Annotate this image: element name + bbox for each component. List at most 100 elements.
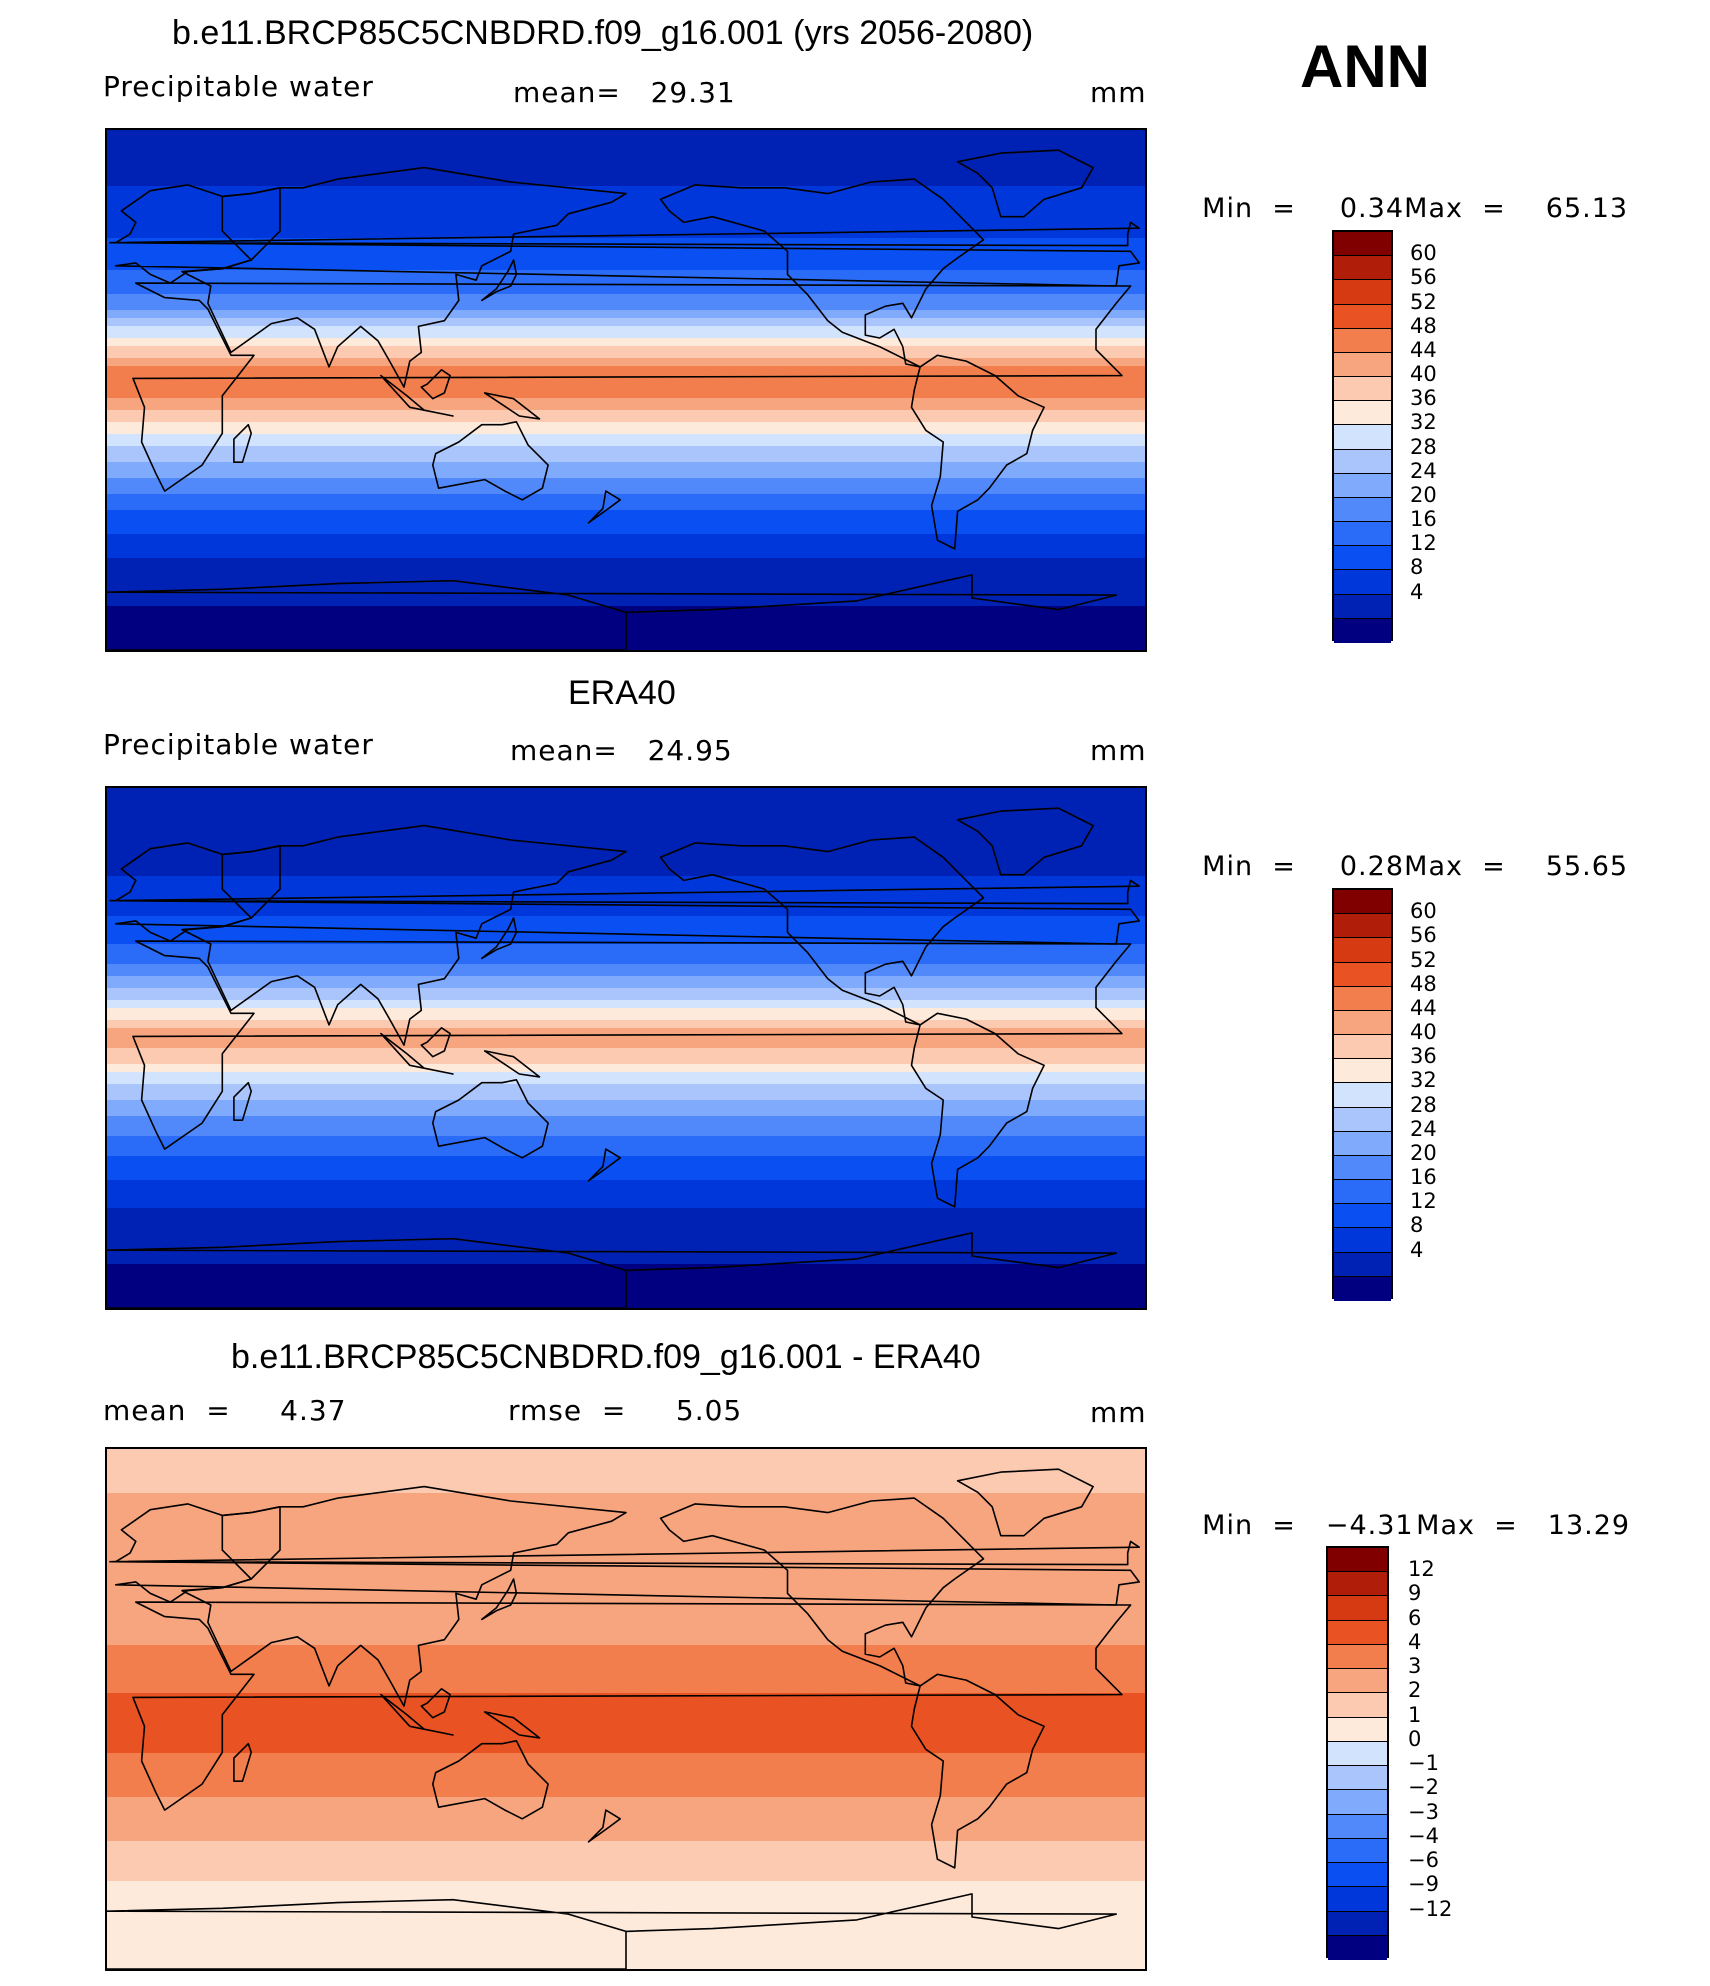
map-2-latitude-band (107, 792, 1145, 797)
map-1-latitude-band (107, 442, 1145, 447)
map-1-latitude-band (107, 566, 1145, 571)
map-3-latitude-band (107, 1565, 1145, 1570)
map-3-latitude-band (107, 1481, 1145, 1486)
colorbar-2-tick-label: 20 (1410, 1140, 1437, 1165)
map-3-latitude-band (107, 1521, 1145, 1526)
map-3-coastline-borneo (420, 1688, 451, 1719)
panel-1-variable-label: Precipitable water (103, 70, 374, 103)
map-3-latitude-band (107, 1657, 1145, 1662)
map-3-latitude-band (107, 1681, 1145, 1686)
map-3-latitude-band (107, 1805, 1145, 1810)
map-1-coastline-ukIsland (109, 221, 1140, 247)
colorbar-1-cell (1334, 377, 1391, 402)
map-3-latitude-band (107, 1829, 1145, 1834)
map-1-latitude-band (107, 314, 1145, 319)
map-2-latitude-band (107, 1256, 1145, 1261)
map-2-latitude-band (107, 804, 1145, 809)
map-1-latitude-band (107, 190, 1145, 195)
map-1-latitude-band (107, 294, 1145, 299)
colorbar-1-cell (1334, 425, 1391, 450)
map-1-coastline-samerica (910, 354, 1045, 550)
map-2-latitude-band (107, 1160, 1145, 1165)
map-1-latitude-band (107, 386, 1145, 391)
map-3-latitude-band (107, 1625, 1145, 1630)
map-3-latitude-band (107, 1653, 1145, 1658)
map-2-latitude-band (107, 832, 1145, 837)
map-1-latitude-band (107, 146, 1145, 151)
map-1-latitude-band (107, 346, 1145, 351)
colorbar-2-cell (1334, 1131, 1391, 1156)
map-3-latitude-band (107, 1753, 1145, 1758)
map-2-latitude-band (107, 1240, 1145, 1245)
map-3-latitude-band (107, 1637, 1145, 1642)
map-1-latitude-band (107, 422, 1145, 427)
map-3-latitude-band (107, 1517, 1145, 1522)
map-3-latitude-band (107, 1749, 1145, 1754)
map-1-latitude-band (107, 414, 1145, 419)
colorbar-2-tick-label: 40 (1410, 1020, 1437, 1045)
map-1-latitude-band (107, 254, 1145, 259)
map-1-coastline-greenland (956, 149, 1094, 218)
colorbar-3-tick-label: 9 (1408, 1581, 1422, 1606)
map-1-latitude-band (107, 230, 1145, 235)
colorbar-1-tick-label: 8 (1410, 555, 1424, 580)
colorbar-1-cell (1334, 570, 1391, 595)
map-1-latitude-band (107, 286, 1145, 291)
colorbar-3-cell (1328, 1863, 1387, 1888)
map-2-latitude-band (107, 828, 1145, 833)
map-1-latitude-band (107, 518, 1145, 523)
map-1-latitude-band (107, 338, 1145, 343)
map-1-latitude-band (107, 466, 1145, 471)
colorbar-3-tick-label: 3 (1408, 1654, 1422, 1679)
map-1-latitude-band (107, 210, 1145, 215)
colorbar-3-tick-label: 1 (1408, 1702, 1422, 1727)
map-2-coastline-namerica (659, 836, 985, 1026)
map-1-latitude-band (107, 494, 1145, 499)
colorbar-2-cell (1334, 1010, 1391, 1036)
map-3-latitude-band (107, 1661, 1145, 1666)
map-1-latitude-band (107, 486, 1145, 491)
map-3-latitude-band (107, 1741, 1145, 1746)
colorbar-1-tick-label: 60 (1410, 241, 1437, 266)
map-2-latitude-band (107, 1152, 1145, 1157)
map-2-latitude-band (107, 796, 1145, 801)
colorbar-3-tick-label: 6 (1408, 1605, 1422, 1630)
colorbar-3-cell (1328, 1838, 1387, 1864)
map-1-latitude-band (107, 334, 1145, 339)
map-2-latitude-band (107, 988, 1145, 993)
map-1-latitude-band (107, 226, 1145, 231)
map-1-latitude-band (107, 506, 1145, 511)
map-3-latitude-band (107, 1873, 1145, 1878)
map-1-latitude-band (107, 142, 1145, 147)
map-2-latitude-band (107, 860, 1145, 865)
map-1-latitude-band (107, 526, 1145, 531)
map-2-latitude-band (107, 964, 1145, 969)
map-3-latitude-band (107, 1893, 1145, 1898)
colorbar-3-tick-label: −3 (1408, 1799, 1439, 1824)
map-3-latitude-band (107, 1865, 1145, 1870)
map-1-latitude-band (107, 298, 1145, 303)
map-2-latitude-band (107, 852, 1145, 857)
colorbar-2-tick-label: 12 (1410, 1189, 1437, 1214)
map-3-latitude-band (107, 1881, 1145, 1886)
map-1-latitude-band (107, 470, 1145, 475)
map-2-latitude-band (107, 1084, 1145, 1089)
colorbar-1-tick-label: 24 (1410, 458, 1437, 483)
map-2-latitude-band (107, 856, 1145, 861)
map-2-coastline-greenland (956, 807, 1094, 876)
panel-2-map (105, 786, 1147, 1310)
map-3-latitude-band (107, 1629, 1145, 1634)
map-3-coastline-australia (432, 1740, 549, 1820)
panel-1-map (105, 128, 1147, 652)
season-label: ANN (1300, 33, 1430, 100)
map-1-latitude-band (107, 390, 1145, 395)
map-3-latitude-band (107, 1549, 1145, 1554)
colorbar-2-cell (1334, 962, 1391, 987)
map-2-latitude-band (107, 864, 1145, 869)
panel-3-map (105, 1447, 1147, 1971)
map-3-latitude-band (107, 1485, 1145, 1490)
map-1-latitude-band (107, 214, 1145, 219)
map-3-latitude-band (107, 1773, 1145, 1778)
map-2-coastline-antarctica (107, 1232, 1117, 1308)
panel-2-variable-label: Precipitable water (103, 728, 374, 761)
